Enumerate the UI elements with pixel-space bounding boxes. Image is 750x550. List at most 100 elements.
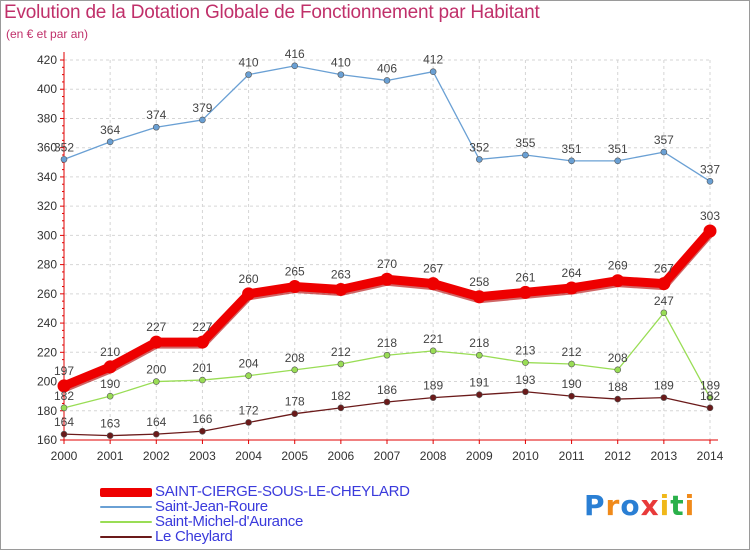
data-point [60, 156, 68, 163]
data-point [152, 430, 160, 438]
data-label: 212 [562, 345, 582, 359]
data-point [60, 404, 68, 412]
data-label: 410 [239, 56, 259, 70]
data-label: 270 [377, 257, 397, 271]
line-chart: 160 180 200 220 240 260 280 300 320 340 360 380 400 4… [37, 47, 724, 463]
x-tick-label: 2011 [559, 449, 585, 463]
data-label: 352 [469, 140, 489, 154]
series-lines [57, 62, 717, 439]
data-point [429, 68, 437, 75]
legend-swatch [100, 506, 152, 508]
data-point [706, 394, 714, 401]
y-tick-label: 420 [37, 53, 57, 67]
data-point [429, 394, 437, 401]
x-tick-label: 2013 [651, 449, 678, 463]
data-point [475, 391, 483, 398]
legend-label: Le Cheylard [155, 528, 233, 545]
data-point [242, 287, 256, 301]
data-point [334, 282, 348, 296]
data-point [565, 281, 579, 295]
data-label: 182 [54, 389, 74, 403]
data-label: 201 [192, 361, 212, 375]
data-label: 193 [515, 373, 535, 387]
data-label: 166 [192, 412, 212, 426]
data-label: 364 [100, 123, 120, 137]
data-label: 190 [100, 377, 120, 391]
x-tick-label: 2009 [466, 449, 493, 463]
data-label: 261 [515, 270, 535, 284]
data-label: 303 [700, 209, 720, 223]
data-point [703, 224, 717, 238]
y-tick-label: 180 [37, 404, 57, 418]
data-point [337, 360, 345, 368]
y-tick-label: 240 [37, 316, 57, 330]
data-point [245, 71, 252, 78]
y-tick-label: 360 [37, 141, 57, 155]
data-point [383, 351, 391, 359]
x-tick-label: 2005 [281, 449, 308, 463]
data-point [706, 404, 714, 412]
data-label: 204 [239, 357, 259, 371]
data-label: 182 [700, 389, 720, 403]
x-tick-label: 2007 [374, 449, 401, 463]
data-point [380, 272, 394, 286]
data-point [199, 116, 206, 124]
data-point [614, 157, 622, 165]
data-label: 379 [192, 101, 212, 115]
data-point [106, 432, 114, 439]
x-tick-label: 2008 [420, 449, 447, 463]
data-label: 182 [331, 389, 351, 403]
data-point [288, 280, 302, 294]
data-label: 164 [54, 415, 74, 429]
data-point [337, 71, 345, 78]
data-point [106, 392, 114, 400]
data-label: 355 [515, 136, 535, 150]
x-tick-label: 2004 [235, 449, 262, 463]
data-label: 352 [54, 140, 74, 154]
data-label: 264 [562, 266, 582, 280]
data-label: 269 [608, 259, 628, 273]
y-tick-label: 320 [37, 199, 57, 213]
data-point [199, 427, 206, 435]
data-point [522, 388, 529, 396]
data-label: 210 [100, 345, 120, 359]
data-point [337, 404, 345, 412]
data-label: 260 [239, 272, 259, 286]
data-label: 178 [285, 395, 305, 409]
data-label: 208 [285, 351, 305, 365]
y-tick-label: 340 [37, 170, 57, 184]
data-label: 351 [608, 142, 628, 156]
data-label: 247 [654, 294, 674, 308]
data-point [291, 410, 299, 417]
data-label: 227 [146, 320, 166, 334]
legend-swatch [100, 487, 152, 497]
x-tick-label: 2001 [97, 449, 124, 463]
data-point [245, 372, 252, 379]
data-labels: 352 364 374 379 410 416 410 406 412 352 355 351 351 3… [54, 47, 720, 431]
data-point [429, 347, 437, 355]
chart-subtitle: (en € et par an) [6, 27, 89, 41]
data-point [291, 366, 299, 374]
x-tick-label: 2010 [512, 449, 539, 463]
data-label: 412 [423, 53, 443, 67]
data-point [426, 277, 440, 291]
x-tick-label: 2012 [604, 449, 631, 463]
data-label: 267 [423, 262, 443, 276]
data-label: 189 [700, 379, 720, 393]
data-point [706, 178, 714, 185]
legend-label: SAINT-CIERGE-SOUS-LE-CHEYLARD [155, 483, 410, 500]
data-label: 218 [469, 336, 489, 350]
data-label: 410 [331, 56, 351, 70]
chart-title: Evolution de la Dotation Globale de Fonc… [4, 2, 540, 23]
y-tick-label: 260 [37, 287, 57, 301]
data-label: 357 [654, 133, 674, 147]
legend-label: Saint-Jean-Roure [155, 498, 268, 515]
proxiti-logo: Proxiti [584, 489, 696, 522]
data-point [611, 274, 625, 288]
data-point [383, 77, 391, 84]
y-tick-label: 280 [37, 258, 57, 272]
x-tick-label: 2006 [328, 449, 355, 463]
data-point [472, 290, 486, 304]
data-point [568, 157, 575, 165]
